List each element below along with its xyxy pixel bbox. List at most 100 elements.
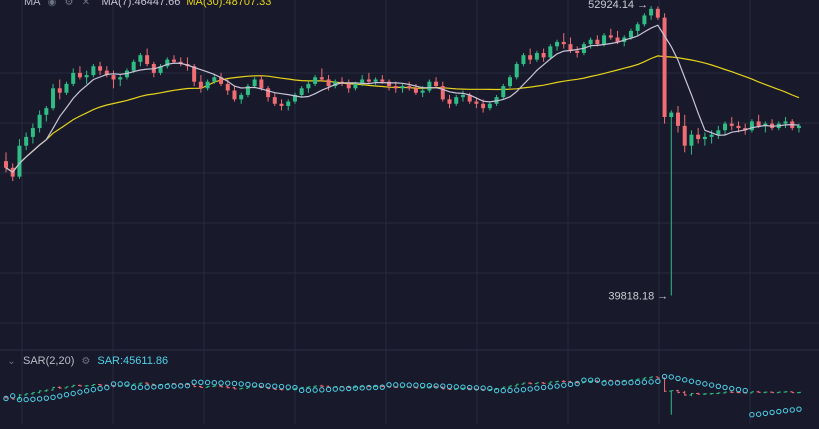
gear-icon[interactable]: ⚙ bbox=[64, 0, 74, 8]
candle-body bbox=[245, 86, 250, 95]
ma7-value: MA(7):46447.66 bbox=[101, 0, 181, 8]
sar-dot bbox=[137, 384, 144, 391]
candle-body bbox=[407, 86, 412, 89]
sar-dot bbox=[729, 385, 735, 392]
candle-body bbox=[608, 35, 613, 38]
candle-body bbox=[24, 136, 29, 146]
candle-body bbox=[192, 66, 197, 82]
candle-body bbox=[602, 35, 607, 45]
candle-body bbox=[138, 55, 143, 62]
candle-body bbox=[487, 103, 492, 109]
sar-dot bbox=[634, 379, 641, 386]
candle-body bbox=[729, 123, 734, 126]
sar-dot bbox=[581, 377, 587, 383]
candle-body bbox=[736, 125, 741, 129]
candle-body bbox=[4, 161, 8, 168]
sar-dot bbox=[534, 385, 540, 391]
sar-dot bbox=[204, 379, 211, 386]
ma7-line bbox=[5, 24, 800, 174]
candle-body bbox=[239, 94, 244, 100]
candle-body bbox=[165, 59, 170, 67]
candle-body bbox=[541, 52, 546, 58]
sar-dot bbox=[406, 382, 412, 388]
sar-dot bbox=[305, 387, 312, 393]
candle-body bbox=[434, 81, 439, 87]
candle-body bbox=[172, 59, 176, 62]
sar-dot bbox=[675, 375, 681, 382]
candle-body bbox=[366, 79, 371, 82]
sar-dot bbox=[292, 384, 298, 391]
candles-layer bbox=[4, 6, 801, 296]
candle-body bbox=[521, 55, 526, 65]
candle-body bbox=[272, 97, 277, 104]
sar-dot bbox=[393, 382, 399, 388]
sar-dot bbox=[641, 379, 648, 385]
candle-body bbox=[427, 81, 432, 91]
eye-icon[interactable]: ◉ bbox=[47, 0, 57, 8]
candle-body bbox=[198, 81, 203, 89]
sar-dot bbox=[251, 382, 258, 388]
sar-dot bbox=[258, 382, 265, 389]
candle-body bbox=[561, 41, 566, 45]
candle-body bbox=[588, 39, 593, 45]
candle-body bbox=[212, 77, 217, 82]
sar-dot bbox=[628, 379, 634, 386]
candle-body bbox=[84, 75, 89, 78]
candle-body bbox=[232, 90, 237, 100]
candle-body bbox=[460, 94, 465, 98]
close-icon[interactable]: ✕ bbox=[81, 0, 91, 8]
sar-dot bbox=[272, 383, 278, 389]
candle-body bbox=[534, 52, 539, 60]
candle-body bbox=[454, 97, 459, 104]
candle-body bbox=[783, 121, 788, 124]
sar-dot bbox=[16, 396, 23, 403]
sar-indicator-name: SAR(2,20) bbox=[23, 355, 75, 367]
sar-dot bbox=[789, 407, 795, 413]
sar-dot bbox=[520, 386, 527, 393]
candle-body bbox=[702, 136, 707, 140]
sar-dot bbox=[587, 377, 594, 383]
sar-dot bbox=[63, 391, 70, 398]
sar-dot bbox=[70, 390, 76, 397]
candle-body bbox=[575, 50, 580, 53]
candle-body bbox=[279, 103, 284, 106]
candle-body bbox=[474, 101, 479, 104]
candle-body bbox=[266, 88, 271, 98]
sar-dot bbox=[419, 382, 426, 389]
candle-body bbox=[689, 134, 694, 146]
sar-dot bbox=[399, 382, 406, 388]
sar-panel bbox=[3, 373, 802, 418]
gear-icon[interactable]: ⚙ bbox=[81, 355, 91, 367]
sar-dot bbox=[90, 386, 97, 393]
sar-dot bbox=[547, 384, 554, 390]
sar-dot bbox=[77, 389, 83, 395]
candle-body bbox=[676, 112, 680, 126]
candle-body bbox=[98, 66, 103, 71]
sar-dot bbox=[440, 383, 446, 389]
candle-body bbox=[696, 134, 701, 140]
sar-dot bbox=[319, 387, 325, 393]
candle-body bbox=[548, 46, 553, 58]
candle-body bbox=[346, 83, 351, 89]
sar-dot bbox=[621, 380, 627, 386]
candle-body bbox=[326, 79, 331, 87]
sar-dot bbox=[661, 373, 668, 380]
sar-dot bbox=[480, 385, 486, 391]
candle-body bbox=[528, 55, 533, 60]
candle-body bbox=[716, 130, 721, 135]
candle-body bbox=[763, 123, 768, 126]
sar-dot bbox=[171, 383, 177, 389]
candle-body bbox=[669, 112, 674, 118]
sar-dot bbox=[466, 384, 473, 391]
sar-dot bbox=[43, 395, 50, 401]
candle-body bbox=[682, 125, 687, 146]
chevron-down-icon[interactable]: ⌄ bbox=[7, 355, 16, 367]
candle-body bbox=[447, 99, 452, 104]
sar-dot bbox=[702, 381, 708, 387]
candle-body bbox=[393, 86, 398, 89]
sar-dot bbox=[10, 393, 16, 399]
sar-dot bbox=[554, 383, 560, 389]
